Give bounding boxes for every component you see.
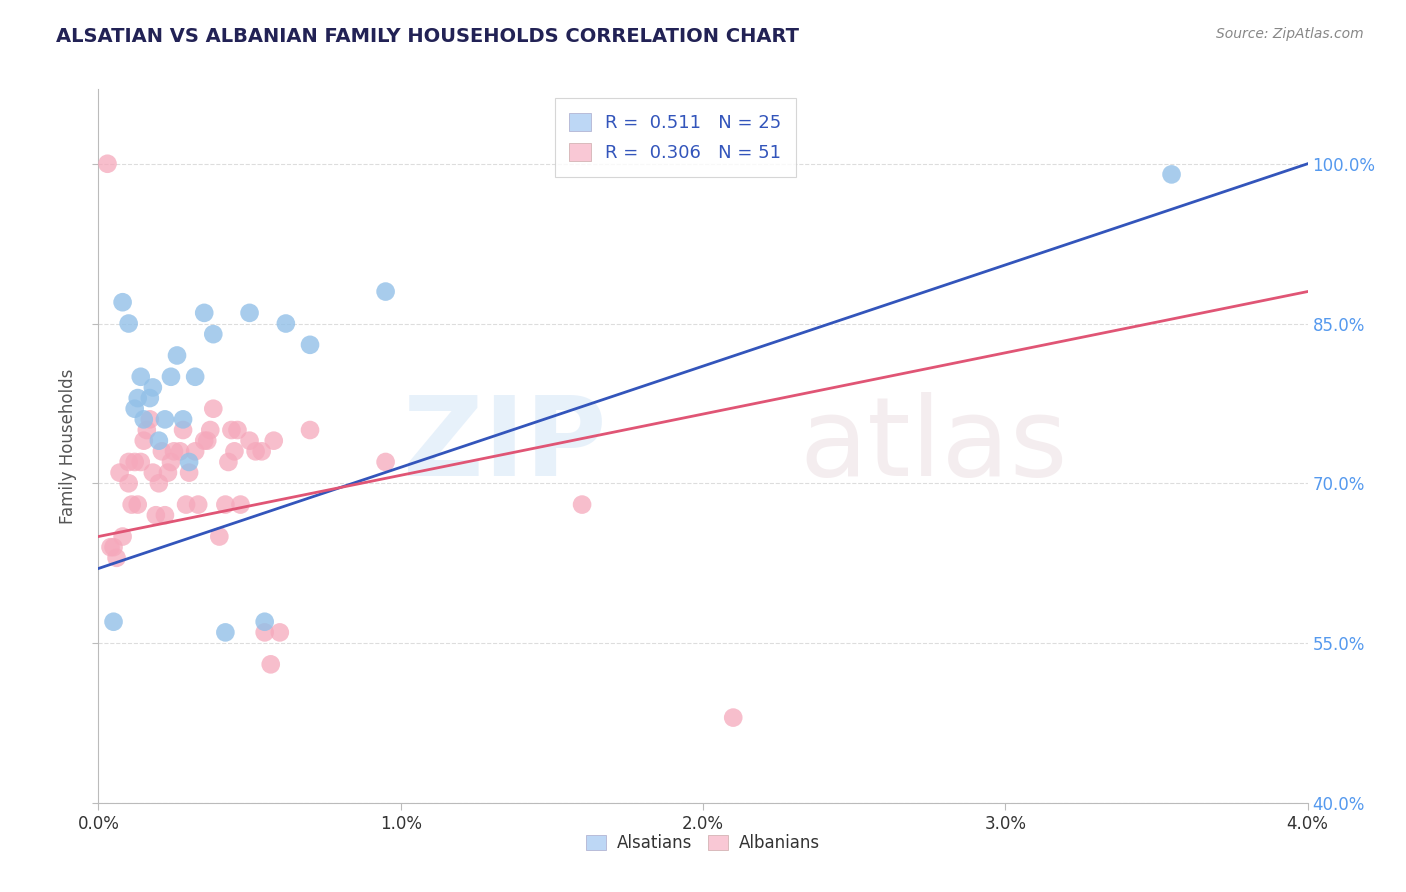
- Point: [193, 306, 215, 320]
- Point: [184, 369, 207, 384]
- Point: [127, 391, 149, 405]
- Point: [105, 550, 128, 565]
- Point: [153, 412, 176, 426]
- Point: [269, 625, 291, 640]
- Point: [263, 434, 285, 448]
- Point: [121, 498, 143, 512]
- Point: [153, 508, 176, 523]
- Point: [214, 498, 236, 512]
- Point: [160, 455, 183, 469]
- Point: [135, 423, 157, 437]
- Point: [250, 444, 273, 458]
- Point: [172, 412, 194, 426]
- Text: ALSATIAN VS ALBANIAN FAMILY HOUSEHOLDS CORRELATION CHART: ALSATIAN VS ALBANIAN FAMILY HOUSEHOLDS C…: [56, 27, 799, 45]
- Point: [118, 476, 141, 491]
- Point: [174, 498, 197, 512]
- Point: [221, 423, 243, 437]
- Point: [253, 625, 276, 640]
- Point: [374, 285, 396, 299]
- Point: [208, 529, 231, 543]
- Legend: Alsatians, Albanians: Alsatians, Albanians: [579, 828, 827, 859]
- Point: [118, 455, 141, 469]
- Point: [214, 625, 236, 640]
- Point: [124, 455, 146, 469]
- Text: ZIP: ZIP: [404, 392, 606, 500]
- Point: [195, 434, 218, 448]
- Point: [142, 466, 165, 480]
- Point: [184, 444, 207, 458]
- Point: [245, 444, 267, 458]
- Point: [1160, 168, 1182, 182]
- Point: [111, 529, 134, 543]
- Point: [118, 317, 141, 331]
- Point: [239, 306, 262, 320]
- Point: [200, 423, 222, 437]
- Point: [166, 349, 188, 363]
- Point: [226, 423, 249, 437]
- Point: [142, 380, 165, 394]
- Point: [179, 466, 201, 480]
- Point: [150, 444, 173, 458]
- Point: [229, 498, 252, 512]
- Point: [202, 327, 225, 342]
- Point: [129, 455, 152, 469]
- Point: [139, 412, 162, 426]
- Point: [723, 710, 745, 724]
- Point: [187, 498, 209, 512]
- Point: [108, 466, 131, 480]
- Point: [127, 498, 149, 512]
- Point: [299, 423, 322, 437]
- Text: atlas: atlas: [800, 392, 1069, 500]
- Point: [160, 369, 183, 384]
- Point: [103, 540, 125, 554]
- Point: [148, 434, 170, 448]
- Point: [129, 369, 152, 384]
- Point: [224, 444, 246, 458]
- Point: [239, 434, 262, 448]
- Point: [169, 444, 191, 458]
- Point: [132, 434, 155, 448]
- Point: [139, 391, 162, 405]
- Point: [374, 455, 396, 469]
- Point: [148, 476, 170, 491]
- Point: [260, 657, 283, 672]
- Point: [571, 498, 593, 512]
- Point: [299, 338, 322, 352]
- Point: [193, 434, 215, 448]
- Point: [145, 508, 167, 523]
- Point: [253, 615, 276, 629]
- Point: [179, 455, 201, 469]
- Point: [156, 466, 179, 480]
- Point: [202, 401, 225, 416]
- Point: [132, 412, 155, 426]
- Point: [111, 295, 134, 310]
- Point: [100, 540, 122, 554]
- Point: [217, 455, 239, 469]
- Point: [103, 615, 125, 629]
- Point: [274, 317, 297, 331]
- Text: Source: ZipAtlas.com: Source: ZipAtlas.com: [1216, 27, 1364, 41]
- Point: [96, 157, 118, 171]
- Point: [124, 401, 146, 416]
- Point: [163, 444, 186, 458]
- Point: [172, 423, 194, 437]
- Y-axis label: Family Households: Family Households: [59, 368, 77, 524]
